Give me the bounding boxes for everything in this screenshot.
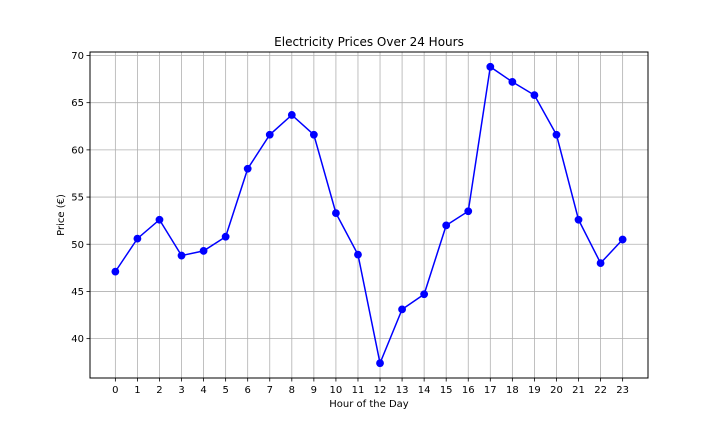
data-point [243,164,252,173]
y-tick-label: 70 [71,51,84,62]
x-tick-label: 2 [156,385,162,396]
y-axis-label: Price (€) [56,194,67,236]
data-point [111,267,120,276]
data-point [420,290,429,299]
data-point [155,215,164,224]
data-point [287,111,296,119]
chart-title: Electricity Prices Over 24 Hours [274,35,464,49]
data-point [618,235,627,244]
grid [90,52,648,378]
x-tick-label: 10 [330,385,343,396]
x-tick-label: 4 [200,385,206,396]
x-tick-label: 18 [506,385,519,396]
x-tick-label: 5 [222,385,228,396]
x-tick-label: 11 [352,385,365,396]
data-point [574,215,583,224]
x-tick-label: 13 [396,385,409,396]
x-tick-label: 19 [528,385,541,396]
plot-area-frame [89,51,649,379]
x-tick-label: 17 [484,385,497,396]
data-point [177,251,186,260]
series-line [114,65,624,366]
x-tick-label: 8 [289,385,295,396]
data-point [199,246,208,255]
series-layer [111,62,627,368]
y-tick-label: 55 [71,193,84,204]
data-point [486,62,495,71]
data-point [332,209,340,218]
data-point [508,78,517,86]
y-tick-label: 45 [71,287,84,298]
data-point [530,91,539,100]
y-tick-label: 65 [71,98,84,109]
x-axis-label: Hour of the Day [329,399,409,410]
data-point [398,305,406,314]
data-point [596,259,605,268]
x-tick-label: 20 [550,385,563,396]
data-point [464,207,473,216]
x-tick-label: 9 [311,385,317,396]
x-tick-label: 3 [178,385,184,396]
x-tick-label: 16 [462,385,475,396]
x-axis-ticks: 0 1 2 3 4 5 6 7 8 9 10 11 12 13 14 15 16 17 18 19 20 21 22 23 [112,378,629,396]
y-tick-label: 40 [71,334,84,345]
y-tick-label: 50 [71,240,84,251]
x-tick-label: 15 [440,385,453,396]
x-tick-label: 12 [374,385,387,396]
x-tick-label: 14 [418,385,431,396]
y-tick-label: 60 [71,145,84,156]
data-point [442,221,451,230]
x-tick-label: 23 [616,385,629,396]
data-point [552,130,561,139]
x-tick-label: 7 [267,385,273,396]
data-point [221,232,230,241]
x-tick-label: 1 [134,385,140,396]
x-tick-label: 6 [245,385,251,396]
data-point [376,359,384,368]
data-point [354,250,362,259]
data-point [265,130,274,139]
x-tick-label: 0 [112,385,118,396]
y-axis-ticks: 40 45 50 55 60 65 70 [71,51,90,345]
x-tick-label: 22 [594,385,607,396]
x-tick-label: 21 [572,385,585,396]
data-point [133,234,142,243]
data-point [309,130,318,139]
